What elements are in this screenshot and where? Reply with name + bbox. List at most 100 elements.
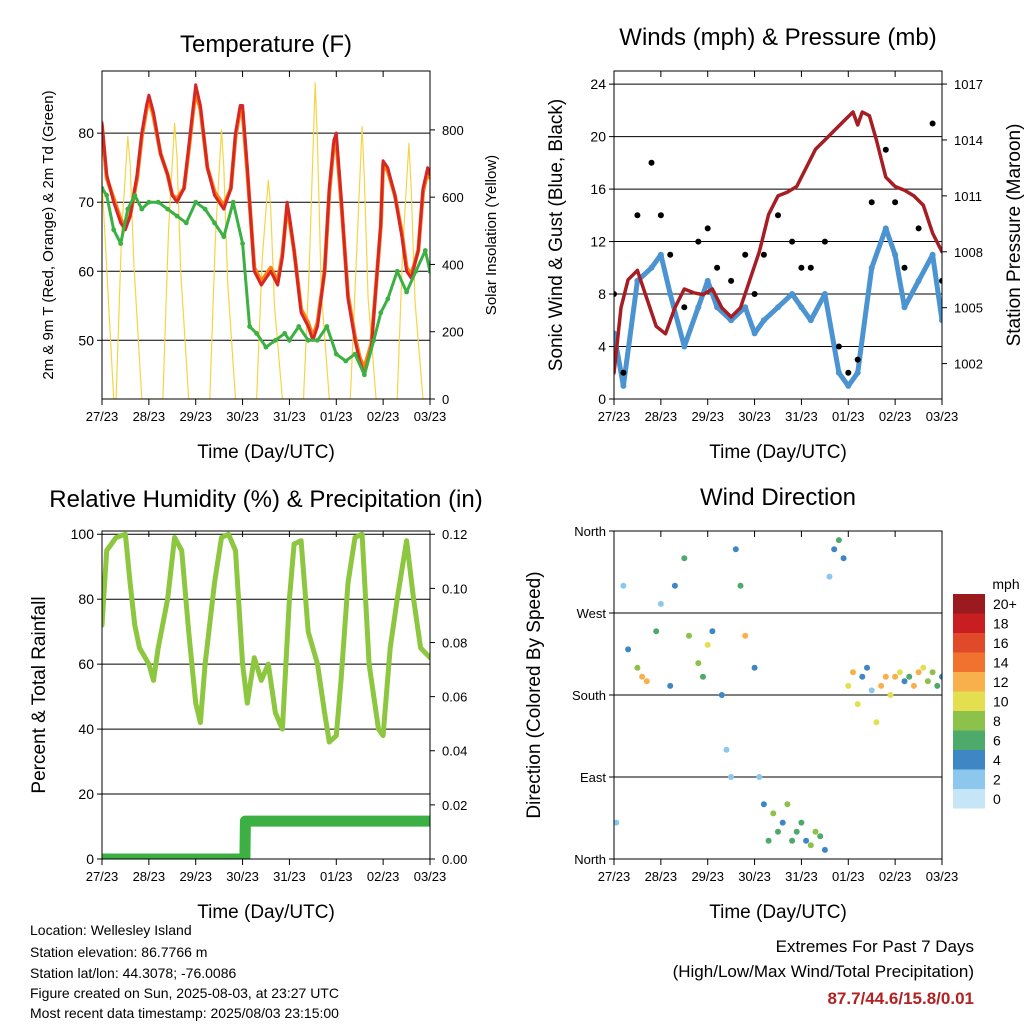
- temperature-plot-frame: [101, 70, 431, 400]
- extremes-subtitle: (High/Low/Max Wind/Total Precipitation): [672, 962, 974, 981]
- gust-point: [667, 251, 674, 258]
- td-point: [263, 344, 269, 350]
- winds-x-label: Time (Day/UTC): [709, 442, 847, 463]
- precip-y-ticks: 0.00 0.02 0.04 0.06 0.08 0.10 0.12: [430, 527, 467, 867]
- direction-point: [657, 600, 664, 607]
- extremes-title: Extremes For Past 7 Days: [775, 937, 974, 956]
- gust-point: [807, 264, 814, 271]
- td-point: [240, 241, 246, 247]
- y-tick-label: North: [574, 524, 606, 539]
- wind-direction-y-label: Direction (Colored By Speed): [524, 571, 545, 818]
- td-point: [230, 199, 236, 205]
- winds-series: [614, 110, 942, 389]
- y-tick-label: South: [572, 688, 606, 703]
- direction-point: [915, 669, 922, 676]
- winds-y-label: Sonic Wind & Gust (Blue, Black): [546, 99, 567, 371]
- figure-created: Figure created on Sun, 2025-08-03, at 23…: [30, 985, 339, 1001]
- y-tick-label: 20: [590, 129, 606, 145]
- x-tick-label: 01/23: [832, 409, 865, 424]
- direction-point: [817, 833, 824, 840]
- temperature-y-ticks: 50 60 70 80: [78, 125, 102, 348]
- plot-area: [102, 531, 430, 859]
- td-point: [385, 296, 391, 302]
- gust-point: [854, 356, 861, 363]
- colorbar-label: 14: [993, 654, 1009, 670]
- y2-tick-label: 400: [442, 257, 464, 272]
- temperature-title: Temperature (F): [180, 31, 352, 58]
- direction-point: [643, 678, 650, 685]
- direction-point: [760, 801, 767, 808]
- direction-point: [653, 628, 660, 635]
- y2-tick-label: 0.12: [442, 527, 467, 542]
- y-tick-label: 70: [78, 194, 94, 210]
- direction-point: [826, 573, 833, 580]
- td-point: [111, 227, 117, 233]
- y2-tick-label: 1011: [954, 189, 982, 204]
- td-point: [247, 324, 253, 329]
- y-tick-label: West: [577, 606, 607, 621]
- wind-direction-series: [614, 537, 942, 853]
- wind-point: [854, 369, 861, 376]
- gust-point: [620, 369, 627, 376]
- x-tick-label: 03/23: [414, 869, 447, 884]
- station-elevation: Station elevation: 86.7766 m: [30, 944, 208, 960]
- y-tick-label: 40: [78, 721, 94, 737]
- y2-tick-label: 0.00: [442, 852, 467, 867]
- speed-colorbar: 20+ 18 16 14 12 10 8 6 4 2 0: [953, 594, 1017, 809]
- direction-point: [634, 664, 641, 671]
- wind-point: [742, 304, 749, 311]
- wind-point: [868, 264, 875, 271]
- wind-point: [798, 304, 805, 311]
- gust-point: [821, 238, 828, 245]
- direction-point: [775, 828, 781, 835]
- wind-point: [807, 317, 814, 324]
- td-point: [132, 192, 138, 198]
- direction-point: [728, 774, 735, 780]
- y2-tick-label: 0.10: [442, 581, 467, 596]
- td-point: [371, 337, 377, 343]
- temperature-series: [102, 82, 430, 399]
- gust-point: [614, 291, 617, 297]
- x-tick-label: 01/23: [320, 409, 353, 424]
- x-tick-label: 31/23: [273, 869, 306, 884]
- y-tick-label: 24: [590, 76, 606, 92]
- station-latlon: Station lat/lon: 44.3078; -76.0086: [30, 965, 237, 981]
- colorbar-swatch: [953, 594, 985, 614]
- wind-point: [760, 317, 767, 324]
- direction-point: [901, 678, 908, 685]
- winds-panel: Winds (mph) & Pressure (mb) 04812162024 …: [546, 24, 1024, 463]
- y-tick-label: 8: [598, 286, 606, 302]
- wind-point: [704, 277, 711, 284]
- wind-point: [775, 304, 781, 311]
- gust-point: [657, 212, 664, 219]
- gust-point: [714, 264, 721, 271]
- station-location: Location: Wellesley Island: [30, 922, 192, 938]
- td-point: [404, 289, 409, 295]
- td-point: [427, 268, 430, 274]
- wind-point: [901, 304, 908, 311]
- direction-point: [789, 837, 796, 844]
- direction-point: [924, 678, 931, 685]
- direction-point: [614, 819, 620, 826]
- x-tick-label: 28/23: [133, 409, 166, 424]
- gust-point: [704, 225, 711, 232]
- wind-direction-panel: Wind Direction North East South West North 2…: [524, 484, 1020, 923]
- td-point: [212, 220, 217, 226]
- y2-tick-label: 200: [442, 325, 464, 340]
- direction-point: [732, 546, 739, 553]
- colorbar-label: 4: [993, 752, 1001, 768]
- y-tick-label: North: [574, 852, 606, 867]
- y2-tick-label: 600: [442, 190, 464, 205]
- gust-point: [882, 146, 889, 153]
- y2-tick-label: 1014: [954, 133, 983, 148]
- colorbar-swatch: [953, 711, 985, 731]
- direction-point: [854, 701, 861, 708]
- gust-point: [648, 159, 655, 166]
- y-tick-label: 12: [590, 234, 606, 250]
- y-tick-label: 100: [71, 526, 95, 542]
- y2-tick-label: 0.04: [442, 744, 467, 759]
- y2-tick-label: 1008: [954, 245, 983, 260]
- temperature-panel: Temperature (F) 50 60 70 80 0 200 400 600 800 2…: [40, 31, 500, 463]
- humidity-panel: Relative Humidity (%) & Precipitation (i…: [29, 486, 483, 923]
- direction-point: [671, 582, 678, 589]
